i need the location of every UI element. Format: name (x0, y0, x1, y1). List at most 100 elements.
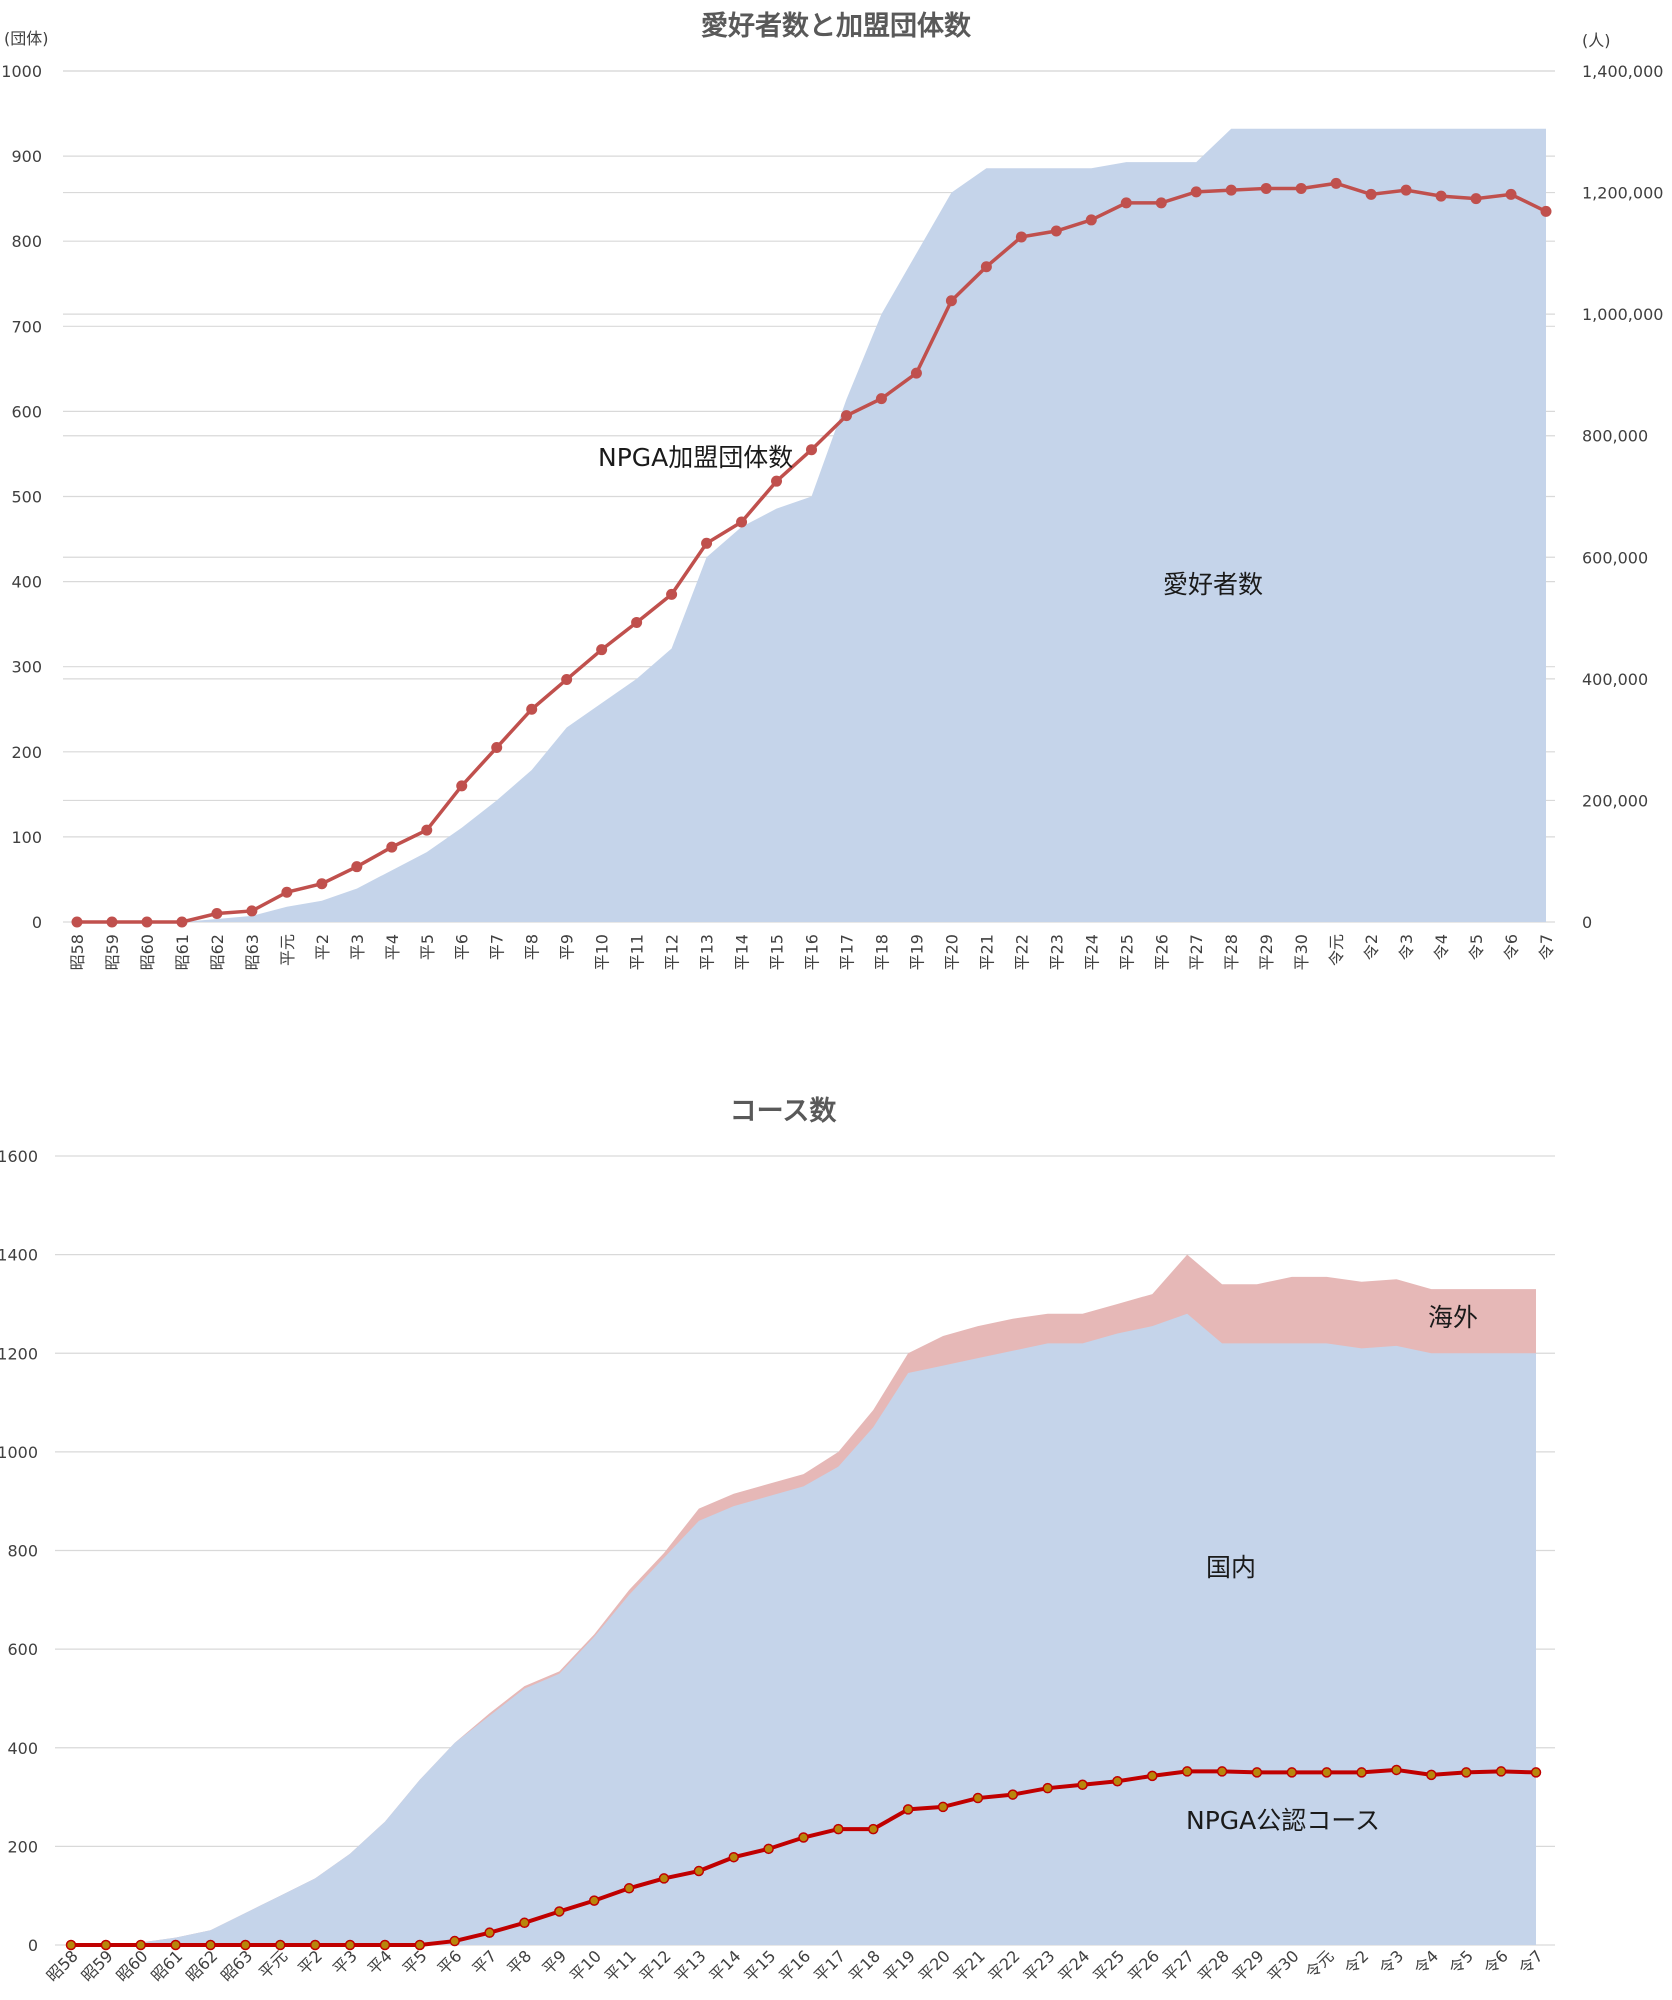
chart2-x-tick-label: 昭59 (78, 1946, 117, 1985)
chart1-left-tick-label: 1000 (1, 62, 42, 81)
chart1-x-tick-label: 令2 (1362, 934, 1381, 960)
chart2-x-tick-label: 昭58 (43, 1946, 82, 1985)
chart1-left-tick-label: 400 (11, 573, 42, 592)
chart1-x-tick-label: 平29 (1257, 934, 1276, 970)
chart1-x-tick-label: 平27 (1187, 934, 1206, 970)
npga-member-groups-point (1155, 197, 1167, 209)
chart1-x-tick-label: 平22 (1012, 934, 1031, 970)
npga-member-groups-point (910, 367, 922, 379)
npga-certified-courses-point (833, 1823, 844, 1835)
chart1-x-tick-label: 昭61 (173, 934, 192, 970)
chart2-y-tick-label: 600 (7, 1640, 38, 1659)
chart1-x-tick-label: 平6 (453, 934, 472, 960)
npga-member-groups-point (1015, 231, 1027, 243)
chart2-x-tick-label: 平24 (1054, 1946, 1093, 1985)
hobbyist-count-area (77, 128, 1546, 922)
chart1-x-tick-label: 昭58 (68, 934, 87, 970)
chart2-y-tick-label: 1000 (0, 1443, 38, 1462)
chart2-x-tick-label: 平26 (1124, 1946, 1163, 1985)
chart2-x-tick-label: 平30 (1264, 1946, 1303, 1985)
chart1-right-tick-label: 200,000 (1582, 791, 1648, 810)
chart1-x-tick-label: 令元 (1327, 934, 1346, 966)
chart1-x-tick-label: 平7 (488, 934, 507, 960)
npga-member-groups-point (1225, 184, 1237, 196)
chart2-x-tick-label: 平20 (915, 1946, 954, 1985)
npga-certified-courses-point (1147, 1770, 1158, 1782)
chart2-y-tick-label: 1400 (0, 1246, 38, 1265)
npga-certified-courses-point (1495, 1766, 1507, 1777)
npga-certified-courses-point (763, 1843, 774, 1855)
chart2-x-tick-label: 平18 (845, 1946, 884, 1985)
chart1-x-tick-label: 平13 (698, 934, 717, 970)
npga-member-groups-point (1190, 186, 1202, 198)
chart1-left-tick-label: 0 (32, 913, 42, 932)
chart1-right-unit: (人) (1582, 31, 1611, 50)
npga-certified-courses-point (798, 1832, 809, 1843)
npga-certified-courses-point (484, 1927, 495, 1938)
npga-certified-courses-point (1112, 1776, 1123, 1787)
chart1-right-tick-label: 600,000 (1582, 548, 1648, 567)
npga-certified-courses-point (275, 1939, 286, 1951)
chart2-x-tick-label: 昭60 (112, 1946, 151, 1985)
npga-certified-annotation: NPGA公認コース (1186, 1806, 1380, 1835)
npga-certified-courses-point (972, 1792, 984, 1804)
npga-member-groups-point (596, 644, 608, 656)
npga-certified-courses-point (1077, 1779, 1088, 1790)
chart1-x-tick-label: 平20 (942, 934, 961, 970)
npga-member-groups-point (1435, 190, 1447, 202)
chart1-x-tick-label: 平2 (313, 934, 332, 960)
chart1-x-tick-label: 平24 (1082, 934, 1101, 970)
npga-certified-courses-point (1321, 1767, 1332, 1778)
npga-member-groups-point (1505, 188, 1517, 200)
npga-certified-courses-point (1181, 1766, 1193, 1777)
npga-member-groups-point (71, 916, 83, 928)
npga-certified-courses-point (1286, 1767, 1298, 1778)
chart2-x-tick-label: 平28 (1194, 1946, 1233, 1985)
chart1-left-tick-label: 500 (11, 488, 42, 507)
npga-certified-courses-point (379, 1939, 391, 1951)
npga-certified-courses-point (414, 1939, 426, 1951)
chart2-title: コース数 (730, 1096, 838, 1127)
npga-member-groups-point (281, 886, 293, 898)
chart1-x-tick-label: 平28 (1222, 934, 1241, 970)
chart2-x-tick-label: 平10 (566, 1946, 605, 1985)
chart2-x-tick-label: 平22 (984, 1946, 1023, 1985)
npga-member-groups-point (631, 616, 643, 628)
npga-certified-courses-point (170, 1939, 181, 1951)
npga-certified-courses-point (693, 1865, 705, 1877)
chart1-x-tick-label: 令7 (1537, 934, 1556, 960)
npga-member-groups-point (1400, 184, 1412, 196)
chart2-x-tick-label: 令6 (1480, 1946, 1512, 1978)
npga-member-groups-point (561, 673, 573, 685)
chart2-x-tick-label: 昭62 (182, 1946, 221, 1985)
chart2-x-tick-label: 平15 (740, 1946, 779, 1985)
npga-certified-courses-point (205, 1939, 216, 1951)
chart2-x-tick-label: 昭63 (217, 1946, 256, 1985)
hobbyist-chart: 0 100 200 300 400 500 600 700 800 900 1000 0 200,00… (1, 11, 1663, 970)
chart1-x-tick-label: 平23 (1047, 934, 1066, 970)
npga-member-groups-point (456, 780, 468, 792)
npga-member-groups-point (1260, 182, 1272, 194)
npga-certified-courses-point (1356, 1767, 1367, 1778)
chart1-x-tick-label: 平16 (803, 934, 822, 970)
npga-member-groups-point (666, 588, 678, 600)
npga-member-groups-point (1540, 205, 1552, 217)
chart1-x-tick-label: 昭63 (243, 934, 262, 970)
npga-member-groups-point (351, 861, 363, 873)
npga-certified-courses-point (902, 1804, 914, 1815)
chart1-x-tick-label: 平11 (628, 934, 647, 970)
chart2-x-tick-label: 平5 (399, 1946, 431, 1978)
chart1-right-tick-label: 0 (1582, 913, 1592, 932)
domestic-annotation: 国内 (1206, 1553, 1256, 1582)
chart2-x-tick-label: 平29 (1229, 1946, 1268, 1985)
npga-member-groups-point (1295, 182, 1307, 194)
chart2-x-tick-label: 平13 (671, 1946, 710, 1985)
npga-member-groups-annotation: NPGA加盟団体数 (598, 443, 793, 472)
chart2-y-tick-label: 200 (7, 1837, 38, 1856)
chart2-x-tick-label: 平8 (503, 1946, 535, 1978)
chart2-x-tick-label: 令7 (1515, 1946, 1547, 1978)
chart1-x-tick-label: 令5 (1467, 934, 1486, 960)
chart2-y-tick-label: 0 (28, 1936, 38, 1955)
npga-member-groups-point (1050, 225, 1062, 237)
